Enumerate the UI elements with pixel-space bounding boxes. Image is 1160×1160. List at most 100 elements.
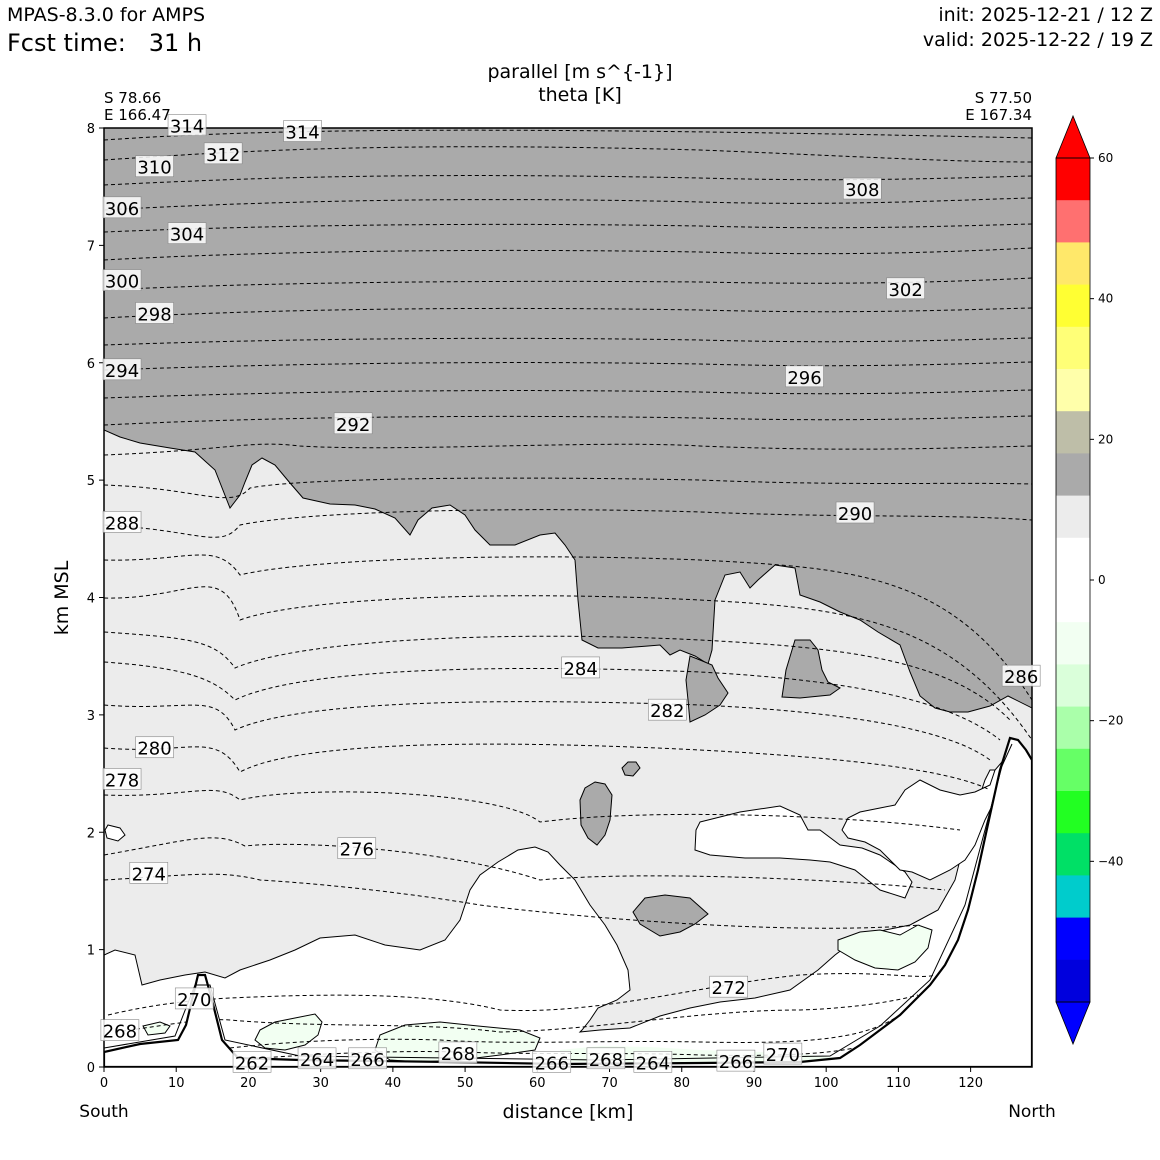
- theta-label: 284: [561, 656, 600, 680]
- y-tick-label: 0: [87, 1061, 95, 1076]
- theta-label-text: 282: [650, 701, 684, 722]
- theta-label-text: 310: [137, 158, 171, 179]
- colorbar-segment: [1056, 158, 1090, 201]
- theta-label: 282: [647, 698, 687, 722]
- theta-label: 294: [102, 358, 142, 382]
- theta-label-text: 286: [1004, 667, 1038, 688]
- x-tick-label: 80: [673, 1076, 690, 1091]
- model-title: MPAS-8.3.0 for AMPS: [7, 4, 206, 26]
- colorbar-tick-label: 0: [1098, 573, 1106, 587]
- plot-area: [104, 128, 1032, 1067]
- colorbar-extend-top: [1055, 114, 1091, 159]
- y-axis-label: km MSL: [51, 560, 73, 635]
- y-tick-label: 8: [87, 122, 95, 137]
- theta-label-text: 264: [636, 1053, 670, 1074]
- theta-label: 272: [709, 975, 748, 999]
- wind-region-14-20-blob-c: [632, 894, 709, 937]
- colorbar-segment: [1056, 495, 1090, 539]
- x-tick-label: 120: [958, 1076, 983, 1091]
- colorbar-segment: [1056, 326, 1090, 370]
- theta-label: 310: [135, 155, 174, 179]
- theta-label: 288: [102, 511, 142, 534]
- theta-label-text: 314: [170, 117, 204, 138]
- x-tick-label: 10: [168, 1076, 185, 1091]
- colorbar-segment: [1056, 369, 1090, 412]
- colorbar-segment: [1056, 411, 1090, 454]
- theta-label: 304: [167, 222, 207, 246]
- colorbar-segment: [1056, 833, 1090, 876]
- theta-label-text: 276: [340, 840, 374, 861]
- y-tick-label: 3: [87, 709, 95, 724]
- theta-contour-lines: [104, 129, 1032, 1061]
- colorbar-segment: [1056, 791, 1090, 834]
- wind-region-negative-east: [837, 924, 933, 971]
- theta-label-text: 266: [719, 1052, 753, 1073]
- theta-label: 268: [438, 1041, 478, 1065]
- theta-label-text: 268: [589, 1050, 623, 1071]
- theta-label-text: 268: [441, 1044, 475, 1065]
- y-tick-label: 2: [87, 826, 95, 841]
- theta-label-text: 262: [235, 1053, 269, 1074]
- forecast-time: Fcst time: 31 h: [7, 29, 202, 57]
- x-tick-label: 60: [529, 1076, 546, 1091]
- theta-label-text: 312: [206, 145, 240, 166]
- valid-time: valid: 2025-12-22 / 19 Z: [922, 29, 1153, 51]
- x-tick-label: 30: [312, 1076, 329, 1091]
- colorbar-tick-label: 60: [1098, 151, 1113, 165]
- theta-label: 300: [102, 269, 142, 293]
- left-end-lon: E 166.47: [104, 106, 171, 124]
- theta-label: 266: [348, 1047, 387, 1071]
- x-tick-label: 20: [240, 1076, 257, 1091]
- theta-label-text: 308: [845, 180, 879, 201]
- chart-title-line1: parallel [m s^{-1}]: [487, 61, 672, 83]
- theta-label-text: 300: [105, 272, 139, 293]
- theta-label-text: 298: [137, 304, 171, 325]
- theta-label: 312: [203, 142, 243, 166]
- colorbar-tick-label: −40: [1098, 854, 1123, 868]
- y-tick-label: 7: [87, 239, 95, 254]
- left-end-lat: S 78.66: [104, 89, 161, 107]
- theta-label: 286: [1001, 664, 1041, 688]
- wind-region-near-zero-east: [841, 744, 1032, 881]
- theta-label-text: 274: [132, 864, 166, 885]
- colorbar-segment: [1056, 917, 1090, 961]
- colorbar-segment: [1056, 622, 1090, 665]
- right-end-lat: S 77.50: [975, 89, 1032, 107]
- colorbar: 60 40 20 0 −20 −40: [1055, 114, 1123, 1046]
- colorbar-segment: [1056, 537, 1090, 581]
- theta-label: 264: [633, 1051, 673, 1074]
- chart-title-line2: theta [K]: [538, 84, 622, 106]
- y-axis: 0 1 2 3 4 5 6 7 8: [87, 122, 104, 1076]
- wind-region-14-20-center-east: [781, 639, 841, 699]
- wind-region-14-20-blob-a: [579, 781, 613, 846]
- theta-label-text: 278: [105, 770, 139, 791]
- x-tick-label: 110: [886, 1076, 911, 1091]
- colorbar-segment: [1056, 580, 1090, 623]
- south-direction-label: South: [79, 1102, 128, 1122]
- wind-region-negative-southwest: [142, 1021, 171, 1036]
- theta-label: 268: [100, 1019, 140, 1043]
- theta-label-text: 270: [766, 1045, 800, 1066]
- theta-label: 270: [763, 1042, 803, 1066]
- x-tick-label: 100: [814, 1076, 839, 1091]
- wind-region-negative-west: [254, 1013, 323, 1051]
- colorbar-segment: [1056, 959, 1090, 1003]
- wind-region-near-zero-sw-box: [104, 824, 126, 842]
- wind-region-14-20-lower: [104, 128, 1032, 713]
- colorbar-segment: [1056, 453, 1090, 497]
- terrain-surface-inner: [104, 743, 1013, 1061]
- x-tick-label: 70: [601, 1076, 618, 1091]
- colorbar-segment: [1056, 748, 1090, 792]
- init-time: init: 2025-12-21 / 12 Z: [938, 4, 1153, 26]
- theta-label: 278: [102, 768, 142, 791]
- theta-label: 266: [532, 1051, 572, 1074]
- colorbar-segment: [1056, 284, 1090, 328]
- theta-label: 292: [333, 412, 373, 436]
- y-tick-label: 5: [87, 474, 95, 489]
- right-end-lon: E 167.34: [965, 106, 1032, 124]
- theta-label-text: 294: [105, 361, 139, 382]
- theta-label: 262: [232, 1051, 272, 1074]
- theta-label-text: 272: [712, 978, 746, 999]
- colorbar-segment: [1056, 664, 1090, 708]
